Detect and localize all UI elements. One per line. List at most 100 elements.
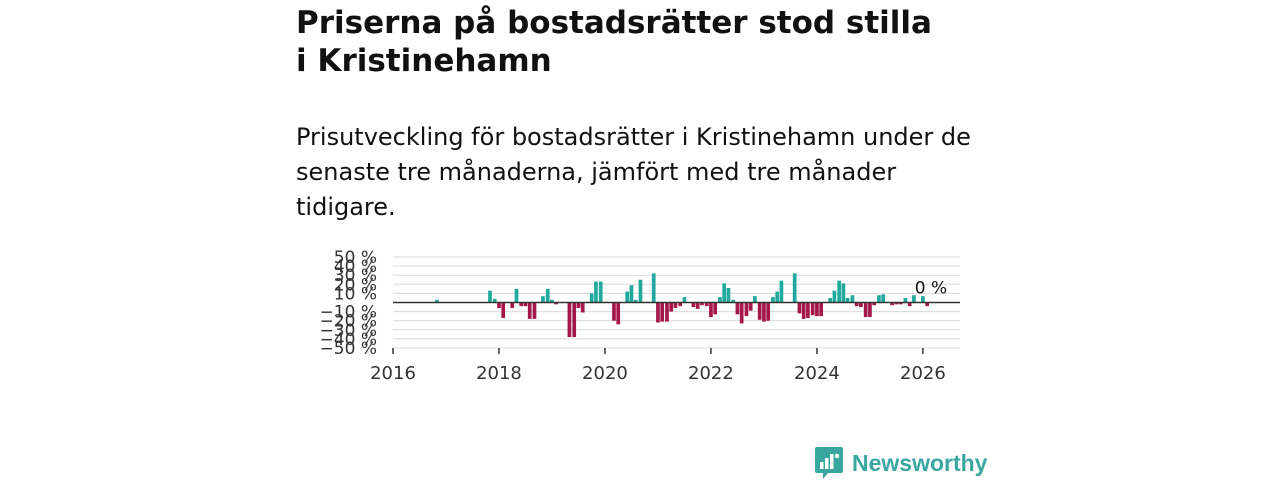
bar-negative [801,302,806,319]
bar-negative [691,302,696,308]
bar-positive [435,299,439,303]
bar-negative [527,302,532,319]
bar-positive [775,291,780,303]
bar-positive [722,283,727,303]
bar-negative [554,302,559,305]
bar-positive [514,288,519,303]
bar-negative [894,302,899,305]
bar-positive [638,279,643,303]
bar-negative [863,302,868,318]
y-tick-label: −30 % [320,321,377,341]
bar-positive [545,288,550,303]
bar-negative [859,302,863,308]
bar-negative [898,302,903,305]
bar-positive [651,273,656,303]
bar-negative [523,302,528,307]
y-tick-label: 20 % [334,275,377,295]
bar-positive [832,290,837,303]
bar-positive [488,290,492,303]
bar-positive [877,295,881,303]
bar-negative [497,302,501,308]
chart-subtitle: Prisutveckling för bostadsrätter i Krist… [296,123,971,221]
bar-negative [757,302,762,320]
x-tick-label: 2024 [794,363,840,384]
bar-positive [921,296,925,303]
bar-positive [598,281,603,303]
bar-positive [633,299,638,303]
bar-negative [669,302,674,312]
bar-positive [541,296,545,303]
bar-positive [594,281,598,303]
bar-negative [907,302,912,307]
x-tick-label: 2020 [582,363,628,384]
y-tick-label: 10 % [334,284,377,304]
bar-negative [660,302,665,322]
bar-positive [550,299,554,303]
y-tick-label: 30 % [334,266,377,286]
bars [435,273,930,338]
bar-negative [748,302,753,311]
bar-negative [510,302,515,308]
latest-value-annotation: 0 % [915,279,947,299]
y-tick-label: −40 % [320,330,377,350]
y-tick-label: −20 % [320,312,377,332]
bar-negative [766,302,771,321]
bar-negative [854,302,859,307]
newsworthy-logo-text: Newsworthy [852,449,988,476]
bar-negative [744,302,749,317]
bar-negative [709,302,713,318]
bar-negative [700,302,704,306]
bar-positive [753,296,757,303]
bar-negative [656,302,660,323]
bar-negative [890,302,895,306]
y-tick-label: 50 % [334,248,377,268]
bar-positive [903,297,908,303]
newsworthy-logo-icon [815,447,843,479]
bar-positive [881,294,886,303]
chart-title: Priserna på bostadsrätter stod stilla i … [296,5,932,79]
bar-negative [872,302,877,306]
bar-negative [616,302,621,325]
bar-negative [739,302,744,324]
bar-negative [819,302,824,317]
bar-negative [868,302,872,318]
newsworthy-logo[interactable]: Newsworthy [814,446,987,480]
bar-negative [815,302,819,317]
bar-negative [580,302,585,313]
bar-negative [797,302,802,314]
bar-negative [695,302,700,309]
bar-negative [567,302,572,338]
bar-positive [718,297,722,303]
bar-negative [576,302,581,308]
bar-positive [771,297,775,303]
x-tick-label: 2026 [900,363,946,384]
y-tick-label: −10 % [320,303,377,323]
bar-positive [779,280,784,303]
bar-positive [850,295,855,303]
y-axis-tick-labels: 50 %40 %30 %20 %10 %−10 %−20 %−30 %−40 %… [320,248,377,359]
bar-negative [713,302,718,315]
bar-positive [792,273,797,303]
bar-negative [762,302,766,322]
bar-positive [629,285,634,303]
x-tick-label: 2022 [688,363,734,384]
bar-negative [519,302,524,307]
bar-positive [828,297,833,303]
bar-positive [682,297,687,303]
bar-positive [845,297,850,303]
bar-negative [810,302,815,316]
x-tick-label: 2018 [476,363,522,384]
bar-negative [501,302,506,318]
x-tick-label: 2016 [370,363,416,384]
y-tick-label: −50 % [320,339,377,359]
bar-negative [665,302,669,322]
bar-positive [726,287,731,303]
bar-positive [912,295,916,303]
bar-positive [589,293,594,303]
bar-positive [492,298,497,303]
bar-positive [625,291,630,303]
x-axis-ticks: 2016 2018 2020 2022 2024 2026 [370,348,946,384]
bar-positive [837,280,842,303]
bar-negative [532,302,537,319]
